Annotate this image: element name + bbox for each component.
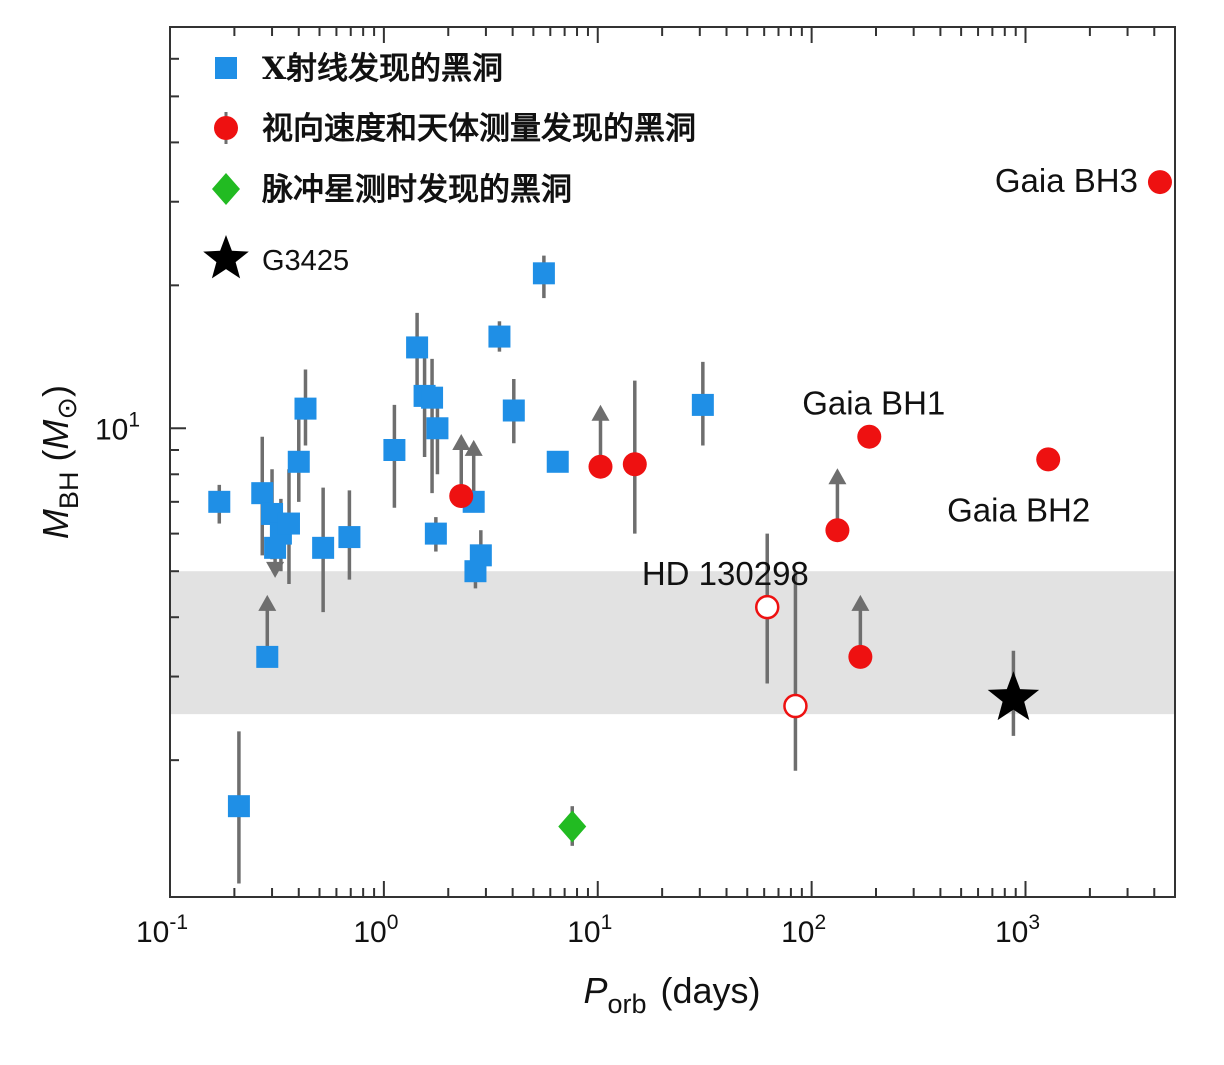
xray-bh-point [488, 325, 511, 348]
x-axis-title-unit: (days) [651, 970, 761, 1011]
x-axis-title-subscript: orb [607, 989, 646, 1019]
xray-bh-point [426, 417, 449, 440]
rv-bh-point [1147, 170, 1172, 195]
y-axis-title-close: ) [35, 385, 76, 397]
x-axis-title: Porb (days) [583, 970, 760, 1019]
x-tick-label-exponent: 3 [1028, 911, 1040, 934]
rv-bh-point [588, 454, 613, 479]
x-axis-title-symbol: P [583, 970, 607, 1011]
legend-marker-square [215, 57, 237, 79]
plot-frame [169, 26, 1176, 898]
xray-bh-point [287, 450, 310, 473]
annotation-label: Gaia BH2 [947, 491, 1090, 528]
xray-bh-point [383, 438, 406, 461]
legend-label: 脉冲星测时发现的黑洞 [262, 172, 572, 208]
y-axis-title-open: ( [35, 450, 76, 472]
rv-bh-point [825, 518, 850, 543]
y-axis-title-unit: M [35, 420, 76, 450]
xray-bh-point [546, 450, 569, 473]
legend-label: G3425 [262, 245, 349, 277]
xray-bh-point [208, 490, 231, 513]
xray-bh-point [261, 502, 284, 525]
xray-bh-point [294, 397, 317, 420]
rv-bh-point [622, 452, 647, 477]
x-tick-label-exponent: 1 [601, 911, 613, 934]
xray-bh-point [277, 512, 300, 535]
rv-bh-point-open [754, 594, 780, 620]
xray-bh-point [691, 393, 714, 416]
xray-bh-point [251, 482, 274, 505]
rv-bh-point [857, 424, 882, 449]
lower-limit-arrow-head [828, 468, 847, 485]
lower-limit-arrow-head [464, 439, 483, 456]
y-tick-label-exponent: 1 [128, 408, 140, 431]
x-tick-label: 103 [995, 911, 1040, 949]
xray-bh-point [406, 336, 429, 359]
legend-label: X射线发现的黑洞 [262, 51, 503, 87]
lower-limit-arrow-head [591, 404, 610, 421]
pulsar-bh-point [558, 810, 587, 843]
y-axis-title-subscript: BH [54, 472, 84, 510]
xray-bh-point [532, 262, 555, 285]
lower-limit-arrow-head [851, 594, 870, 611]
xray-bh-point [424, 522, 447, 545]
xray-bh-point [312, 536, 335, 559]
legend-marker-circle [214, 116, 238, 140]
rv-bh-point [1036, 447, 1061, 472]
xray-bh-point [256, 645, 279, 668]
xray-bh-point [421, 386, 444, 409]
annotation-label: HD 130298 [642, 555, 809, 592]
legend-label: 视向速度和天体测量发现的黑洞 [262, 111, 696, 147]
lower-limit-arrow-head [258, 594, 277, 611]
xray-bh-point [227, 795, 250, 818]
x-tick-label-exponent: -1 [169, 911, 188, 934]
y-axis-title-sun: ⊙ [52, 397, 82, 420]
xray-bh-point [469, 544, 492, 567]
legend-marker-star [203, 235, 249, 279]
rv-bh-point [449, 484, 474, 509]
lower-limit-arrow-head [452, 434, 471, 451]
y-axis-title-symbol: M [35, 509, 76, 539]
annotation-label: Gaia BH1 [802, 385, 945, 422]
xray-bh-point [502, 399, 525, 422]
rv-bh-point-open [783, 693, 808, 719]
g3425-point [987, 671, 1040, 721]
x-tick-label: 101 [567, 911, 612, 949]
y-axis-title: MBH (M⊙) [35, 385, 84, 539]
x-tick-label: 10-1 [136, 911, 188, 949]
xray-bh-point [338, 526, 361, 549]
rv-bh-point [848, 644, 873, 669]
x-tick-label-exponent: 2 [814, 911, 826, 934]
x-tick-label: 102 [781, 911, 826, 949]
legend-marker-diamond [212, 173, 240, 205]
y-tick-label: 101 [95, 408, 140, 446]
annotation-label: Gaia BH3 [995, 162, 1138, 199]
x-tick-label: 100 [353, 911, 398, 949]
x-tick-label-exponent: 0 [387, 911, 399, 934]
